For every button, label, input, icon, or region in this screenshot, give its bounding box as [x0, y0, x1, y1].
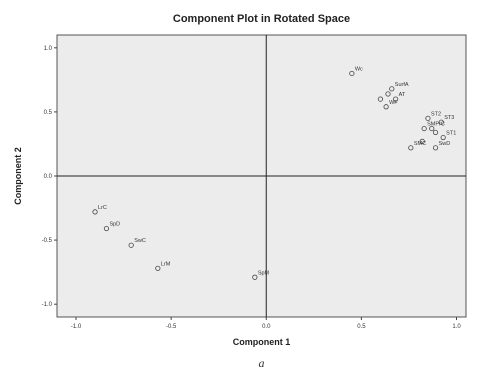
data-point-label: ST3 [444, 115, 454, 121]
x-tick-label: 1.0 [452, 324, 461, 330]
data-point-marker [425, 115, 431, 121]
x-tick-label: 0.5 [357, 324, 366, 330]
data-point-label: AT [399, 92, 406, 98]
x-axis-label: Component 1 [233, 337, 291, 347]
x-axis-ticks: -1.0 -0.5 0.0 0.5 1.0 [71, 317, 461, 330]
data-point-label: SpM [258, 270, 270, 276]
data-point-marker [155, 265, 161, 271]
data-point-label: Wc [355, 66, 363, 72]
y-tick-label: 1.0 [44, 46, 53, 52]
x-tick-label: 0.0 [262, 324, 271, 330]
data-point-marker [432, 145, 439, 151]
data-point-label: ST2 [431, 111, 441, 117]
data-point-marker [438, 119, 444, 125]
figure-caption: a [259, 356, 265, 370]
data-point-marker [377, 96, 383, 102]
y-tick-label: 0.5 [44, 110, 53, 116]
data-point-marker [432, 129, 439, 136]
data-point-marker [389, 86, 395, 92]
y-tick-label: 0.0 [44, 174, 53, 180]
data-point-marker [393, 96, 399, 102]
reference-lines [57, 35, 466, 317]
x-tick-label: -0.5 [166, 324, 177, 330]
chart-title: Component Plot in Rotated Space [173, 13, 350, 25]
data-point-label: SwC [134, 238, 146, 244]
data-point-marker [252, 274, 258, 280]
y-axis-label: Component 2 [13, 147, 23, 205]
data-point-label: SMPrC [427, 122, 445, 128]
data-point-marker [419, 138, 425, 144]
data-point-marker [103, 225, 110, 232]
data-point-marker [128, 242, 134, 248]
data-point-marker [92, 209, 98, 215]
y-tick-label: -1.0 [42, 302, 53, 308]
data-point-label: LrM [161, 261, 171, 267]
data-point-marker [408, 145, 414, 151]
data-point-label: WF [389, 100, 398, 106]
data-point-marker [440, 134, 446, 141]
y-axis-ticks: 1.0 0.5 0.0 -0.5 -1.0 [42, 46, 57, 308]
data-point-marker [385, 91, 391, 97]
data-point-marker [429, 125, 435, 132]
data-point-marker [349, 70, 355, 77]
data-point-label: SpD [109, 222, 120, 228]
data-point-label: ST1 [446, 131, 456, 137]
data-point-marker [421, 125, 427, 132]
data-point-label: SwD [439, 141, 451, 147]
data-point-label: LrC [98, 205, 107, 211]
data-point-marker [383, 104, 389, 110]
data-point-label: SurfA [395, 82, 409, 88]
data-point-label: SMC [414, 141, 426, 147]
y-tick-label: -0.5 [42, 238, 53, 244]
x-tick-label: -1.0 [71, 324, 82, 330]
